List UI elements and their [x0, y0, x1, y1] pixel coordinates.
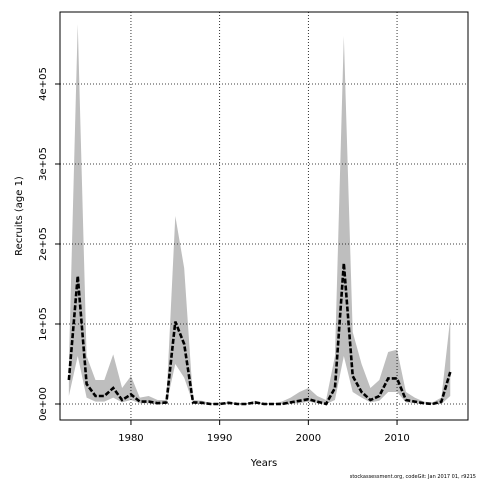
x-tick-label: 1990 [207, 433, 232, 444]
y-tick-label: 2e+05 [38, 227, 49, 261]
y-tick-label: 3e+05 [38, 147, 49, 181]
plot-frame [59, 11, 469, 421]
x-tick-label: 2000 [296, 433, 321, 444]
x-tick-label: 2010 [384, 433, 409, 444]
footer-text: stockassessment.org, codeGit: Jan 2017 0… [350, 474, 476, 480]
y-tick-label: 0e+00 [38, 387, 49, 421]
estimate-line [67, 263, 452, 406]
y-tick-label: 4e+05 [38, 67, 49, 101]
axis-layer: 1980 1990 2000 2010 0e+00 1e+05 2e+05 3e+05 4e+0… [38, 67, 410, 444]
confidence-band [68, 24, 451, 404]
x-axis-title: Years [250, 458, 277, 469]
confidence-band-layer [68, 24, 451, 404]
y-axis-title: Recruits (age 1) [14, 176, 25, 256]
x-tick-label: 1980 [118, 433, 143, 444]
y-tick-label: 1e+05 [38, 307, 49, 341]
series-line-layer [67, 263, 452, 406]
grid-layer [60, 12, 468, 420]
